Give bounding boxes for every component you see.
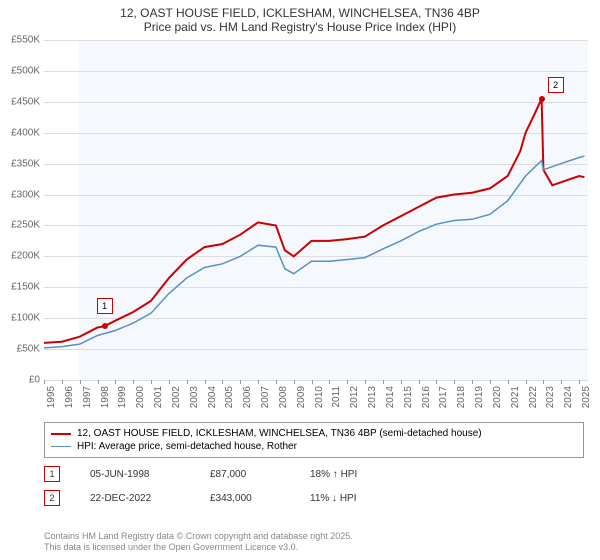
- legend-swatch: [51, 446, 71, 448]
- x-tick-label: 1996: [64, 386, 75, 416]
- y-tick-label: £550K: [0, 35, 40, 46]
- x-tick-label: 2014: [385, 386, 396, 416]
- x-tick-label: 2010: [314, 386, 325, 416]
- marker-badge: 2: [44, 490, 60, 506]
- x-tick-label: 2007: [260, 386, 271, 416]
- date-cell: 22-DEC-2022: [90, 493, 180, 504]
- data-row: 1 05-JUN-1998 £87,000 18% ↑ HPI: [44, 462, 584, 486]
- price-cell: £87,000: [210, 469, 280, 480]
- data-row: 2 22-DEC-2022 £343,000 11% ↓ HPI: [44, 486, 584, 510]
- title-line-1: 12, OAST HOUSE FIELD, ICKLESHAM, WINCHEL…: [0, 6, 600, 20]
- x-tick-label: 2001: [153, 386, 164, 416]
- y-tick-label: £250K: [0, 220, 40, 231]
- x-tick-label: 2025: [581, 386, 592, 416]
- legend-swatch: [51, 433, 71, 435]
- marker-label-box: 1: [97, 298, 113, 314]
- legend: 12, OAST HOUSE FIELD, ICKLESHAM, WINCHEL…: [44, 422, 584, 458]
- attribution-line-2: This data is licensed under the Open Gov…: [44, 542, 353, 554]
- x-tick-label: 2005: [224, 386, 235, 416]
- y-tick-label: £150K: [0, 282, 40, 293]
- x-tick-label: 2019: [474, 386, 485, 416]
- x-tick-label: 2015: [403, 386, 414, 416]
- marker-badge: 1: [44, 466, 60, 482]
- legend-label: HPI: Average price, semi-detached house,…: [77, 441, 297, 452]
- x-tick-label: 2008: [278, 386, 289, 416]
- x-tick-label: 2002: [171, 386, 182, 416]
- x-tick-label: 2012: [349, 386, 360, 416]
- y-tick-label: £200K: [0, 251, 40, 262]
- x-tick-label: 1995: [46, 386, 57, 416]
- y-tick-label: £400K: [0, 127, 40, 138]
- x-tick-label: 2023: [545, 386, 556, 416]
- y-tick-label: £0: [0, 375, 40, 386]
- hpi-cell: 11% ↓ HPI: [310, 493, 400, 504]
- data-point-table: 1 05-JUN-1998 £87,000 18% ↑ HPI 2 22-DEC…: [44, 462, 584, 510]
- legend-item: 12, OAST HOUSE FIELD, ICKLESHAM, WINCHEL…: [51, 427, 577, 440]
- y-tick-label: £300K: [0, 189, 40, 200]
- chart-title: 12, OAST HOUSE FIELD, ICKLESHAM, WINCHEL…: [0, 0, 600, 36]
- y-tick-label: £450K: [0, 96, 40, 107]
- x-tick-label: 2016: [421, 386, 432, 416]
- price-cell: £343,000: [210, 493, 280, 504]
- attribution: Contains HM Land Registry data © Crown c…: [44, 531, 353, 554]
- x-tick-label: 1997: [82, 386, 93, 416]
- legend-label: 12, OAST HOUSE FIELD, ICKLESHAM, WINCHEL…: [77, 428, 482, 439]
- x-tick-label: 2021: [510, 386, 521, 416]
- x-tick-label: 2000: [135, 386, 146, 416]
- hpi-cell: 18% ↑ HPI: [310, 469, 400, 480]
- y-tick-label: £350K: [0, 158, 40, 169]
- x-tick-label: 2006: [242, 386, 253, 416]
- x-tick-label: 2004: [207, 386, 218, 416]
- chart-container: 12, OAST HOUSE FIELD, ICKLESHAM, WINCHEL…: [0, 0, 600, 560]
- title-line-2: Price paid vs. HM Land Registry's House …: [0, 20, 600, 34]
- series-line: [44, 99, 584, 343]
- attribution-line-1: Contains HM Land Registry data © Crown c…: [44, 531, 353, 543]
- y-tick-label: £100K: [0, 313, 40, 324]
- marker-label-box: 2: [548, 77, 564, 93]
- y-tick-label: £500K: [0, 65, 40, 76]
- marker-dot: [102, 323, 108, 329]
- y-tick-label: £50K: [0, 344, 40, 355]
- x-tick-label: 2024: [563, 386, 574, 416]
- x-tick-label: 1999: [117, 386, 128, 416]
- series-line: [44, 156, 584, 348]
- plot-area: £0£50K£100K£150K£200K£250K£300K£350K£400…: [44, 40, 588, 380]
- x-tick-label: 2011: [331, 386, 342, 416]
- x-tick-label: 2009: [296, 386, 307, 416]
- chart-lines: [44, 40, 588, 380]
- x-tick-label: 2022: [528, 386, 539, 416]
- legend-item: HPI: Average price, semi-detached house,…: [51, 440, 577, 453]
- x-tick-label: 2013: [367, 386, 378, 416]
- date-cell: 05-JUN-1998: [90, 469, 180, 480]
- x-tick-label: 2017: [438, 386, 449, 416]
- x-tick-label: 1998: [100, 386, 111, 416]
- x-tick-label: 2003: [189, 386, 200, 416]
- x-tick-label: 2018: [456, 386, 467, 416]
- marker-dot: [539, 96, 545, 102]
- x-tick-label: 2020: [492, 386, 503, 416]
